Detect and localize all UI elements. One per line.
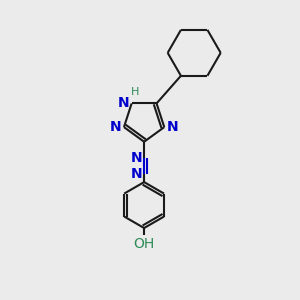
- Text: N: N: [167, 120, 179, 134]
- Text: H: H: [131, 87, 140, 97]
- Text: N: N: [130, 167, 142, 181]
- Text: N: N: [110, 120, 121, 134]
- Text: N: N: [118, 96, 129, 110]
- Text: OH: OH: [134, 238, 155, 251]
- Text: N: N: [130, 151, 142, 165]
